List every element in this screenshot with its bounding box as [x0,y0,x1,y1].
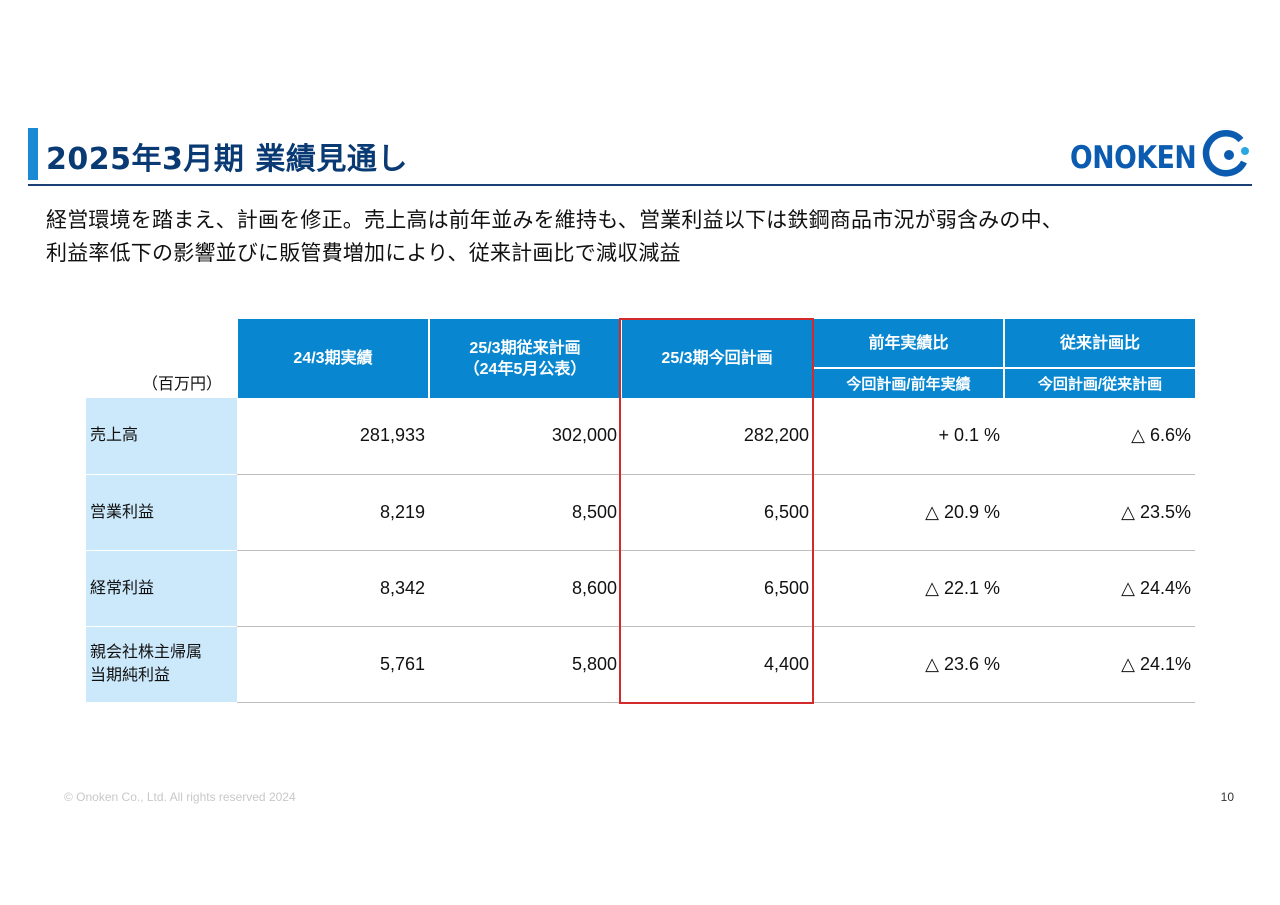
cell-prev-plan: 8,600 [429,550,621,627]
cell-vs-plan: △ 24.4% [1004,550,1195,627]
cell-prev-plan: 8,500 [429,474,621,551]
cell-current-plan: 6,500 [621,550,813,627]
col-subheader-vs-plan: 今回計画/従来計画 [1003,367,1195,398]
summary-line-1: 経営環境を踏まえ、計画を修正。売上高は前年並みを維持も、営業利益以下は鉄鋼商品市… [46,208,1063,232]
row-label-line1: 経常利益 [90,579,155,597]
cell-prev-plan: 302,000 [429,398,621,475]
table-row: 親会社株主帰属 当期純利益 5,761 5,800 4,400 △ 23.6 %… [86,626,1195,703]
copyright-footer: © Onoken Co., Ltd. All rights reserved 2… [64,790,296,804]
cell-actual: 281,933 [237,398,429,475]
cell-vs-plan: △ 24.1% [1004,626,1195,703]
cell-current-plan: 4,400 [621,626,813,703]
row-label: 営業利益 [86,474,237,551]
unit-label: （百万円） [86,319,237,398]
table-row: 営業利益 8,219 8,500 6,500 △ 20.9 % △ 23.5% [86,474,1195,551]
earnings-forecast-table: （百万円） 24/3期実績 25/3期従来計画 （24年5月公表） 25/3期今… [86,319,1195,703]
table-row: 経常利益 8,342 8,600 6,500 △ 22.1 % △ 24.4% [86,550,1195,627]
row-label: 経常利益 [86,550,237,627]
title-accent-bar [28,128,38,180]
summary-text: 経営環境を踏まえ、計画を修正。売上高は前年並みを維持も、営業利益以下は鉄鋼商品市… [46,204,1256,270]
summary-line-2: 利益率低下の影響並びに販管費増加により、従来計画比で減収減益 [46,241,681,265]
cell-yoy: + 0.1 % [813,398,1004,475]
page-title: 2025年3月期 業績見通し [46,142,408,177]
row-label-line1: 売上高 [90,427,139,445]
col-header-vs-plan: 従来計画比 [1003,319,1195,368]
row-label: 売上高 [86,398,237,475]
cell-yoy: △ 23.6 % [813,626,1004,703]
cell-actual: 5,761 [237,626,429,703]
row-label: 親会社株主帰属 当期純利益 [86,626,237,703]
page-number: 10 [1220,790,1234,804]
col-header-prev-plan: 25/3期従来計画 （24年5月公表） [428,319,621,398]
cell-current-plan: 282,200 [621,398,813,475]
row-label-line1: 親会社株主帰属 [90,644,203,661]
row-label-line2: 当期純利益 [90,667,171,684]
cell-actual: 8,219 [237,474,429,551]
row-label-line1: 営業利益 [90,503,155,521]
onoken-logo: ONOKEN [1070,128,1254,182]
cell-yoy: △ 22.1 % [813,550,1004,627]
cell-actual: 8,342 [237,550,429,627]
logo-text: ONOKEN [1070,140,1197,176]
cell-prev-plan: 5,800 [429,626,621,703]
col-header-yoy: 前年実績比 [812,319,1004,368]
cell-yoy: △ 20.9 % [813,474,1004,551]
col-subheader-yoy: 今回計画/前年実績 [812,367,1004,398]
col-header-current-plan: 25/3期今回計画 [620,319,813,398]
logo-mark-icon [1202,130,1249,177]
cell-vs-plan: △ 6.6% [1004,398,1195,475]
col-header-prev-plan-line2: （24年5月公表） [463,360,587,378]
col-header-prev-plan-line1: 25/3期従来計画 [469,339,581,357]
col-header-actual-2403: 24/3期実績 [236,319,429,398]
cell-current-plan: 6,500 [621,474,813,551]
table-row: 売上高 281,933 302,000 282,200 + 0.1 % △ 6.… [86,398,1195,475]
cell-vs-plan: △ 23.5% [1004,474,1195,551]
title-divider [28,184,1252,186]
